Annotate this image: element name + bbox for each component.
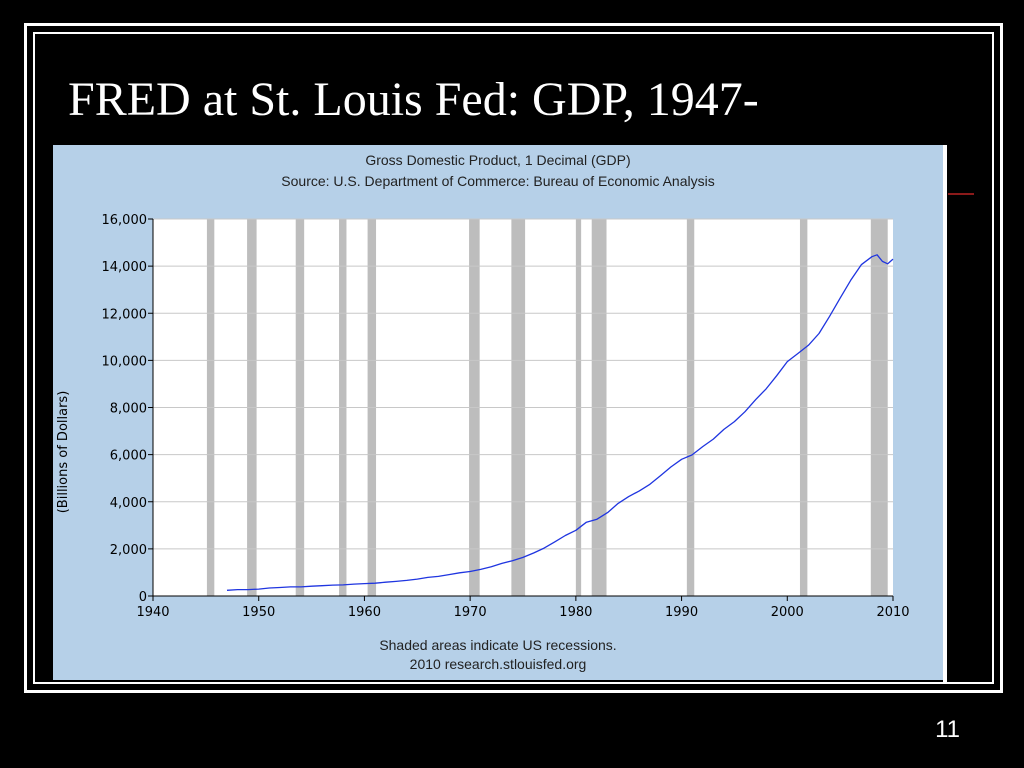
y-tick-label-10000: 10,000: [102, 354, 148, 369]
x-tick-label-1990: 1990: [665, 605, 698, 620]
y-tick-label-4000: 4,000: [110, 496, 147, 511]
chart-note-recessions: Shaded areas indicate US recessions.: [379, 637, 617, 653]
x-tick-label-1970: 1970: [454, 605, 487, 620]
y-tick-label-6000: 6,000: [110, 449, 147, 464]
x-tick-label-1950: 1950: [242, 605, 275, 620]
slide-title: FRED at St. Louis Fed: GDP, 1947-: [68, 73, 759, 126]
slide-inner-frame: [33, 32, 994, 684]
series-line-gdp: [226, 254, 894, 591]
x-tick-label-1960: 1960: [348, 605, 381, 620]
y-tick-label-12000: 12,000: [102, 307, 148, 322]
x-tick-label-2000: 2000: [771, 605, 804, 620]
x-tick-label-2010: 2010: [876, 605, 909, 620]
y-tick-label-0: 0: [139, 590, 147, 605]
accent-rule: [948, 193, 974, 195]
y-tick-label-14000: 14,000: [102, 260, 148, 275]
chart-subtitle: Source: U.S. Department of Commerce: Bur…: [281, 173, 715, 189]
slide-number: 11: [935, 716, 960, 743]
y-tick-label-2000: 2,000: [110, 543, 147, 558]
chart-note-source: 2010 research.stlouisfed.org: [409, 656, 587, 672]
axes: [152, 219, 894, 601]
y-tick-label-16000: 16,000: [102, 213, 148, 228]
chart-panel-edge: [943, 145, 947, 683]
gdp-line-chart: 1940 1950 1960 1970 1980 1990 2000 2010 0 2,000 4…: [56, 213, 910, 620]
x-tick-labels: 1940 1950 1960 1970 1980 1990 2000 2010: [136, 605, 909, 620]
y-tick-label-8000: 8,000: [110, 402, 147, 417]
y-axis-label: (Billions of Dollars): [56, 391, 71, 514]
x-tick-label-1940: 1940: [136, 605, 169, 620]
grid-lines: [148, 218, 893, 597]
x-tick-label-1980: 1980: [559, 605, 592, 620]
series-lines: [226, 254, 894, 591]
slide-outer-frame: [24, 23, 1003, 693]
y-tick-labels: 0 2,000 4,000 6,000 8,000 10,000 12,000 14,000 1…: [102, 213, 148, 605]
chart-title: Gross Domestic Product, 1 Decimal (GDP): [365, 152, 631, 168]
